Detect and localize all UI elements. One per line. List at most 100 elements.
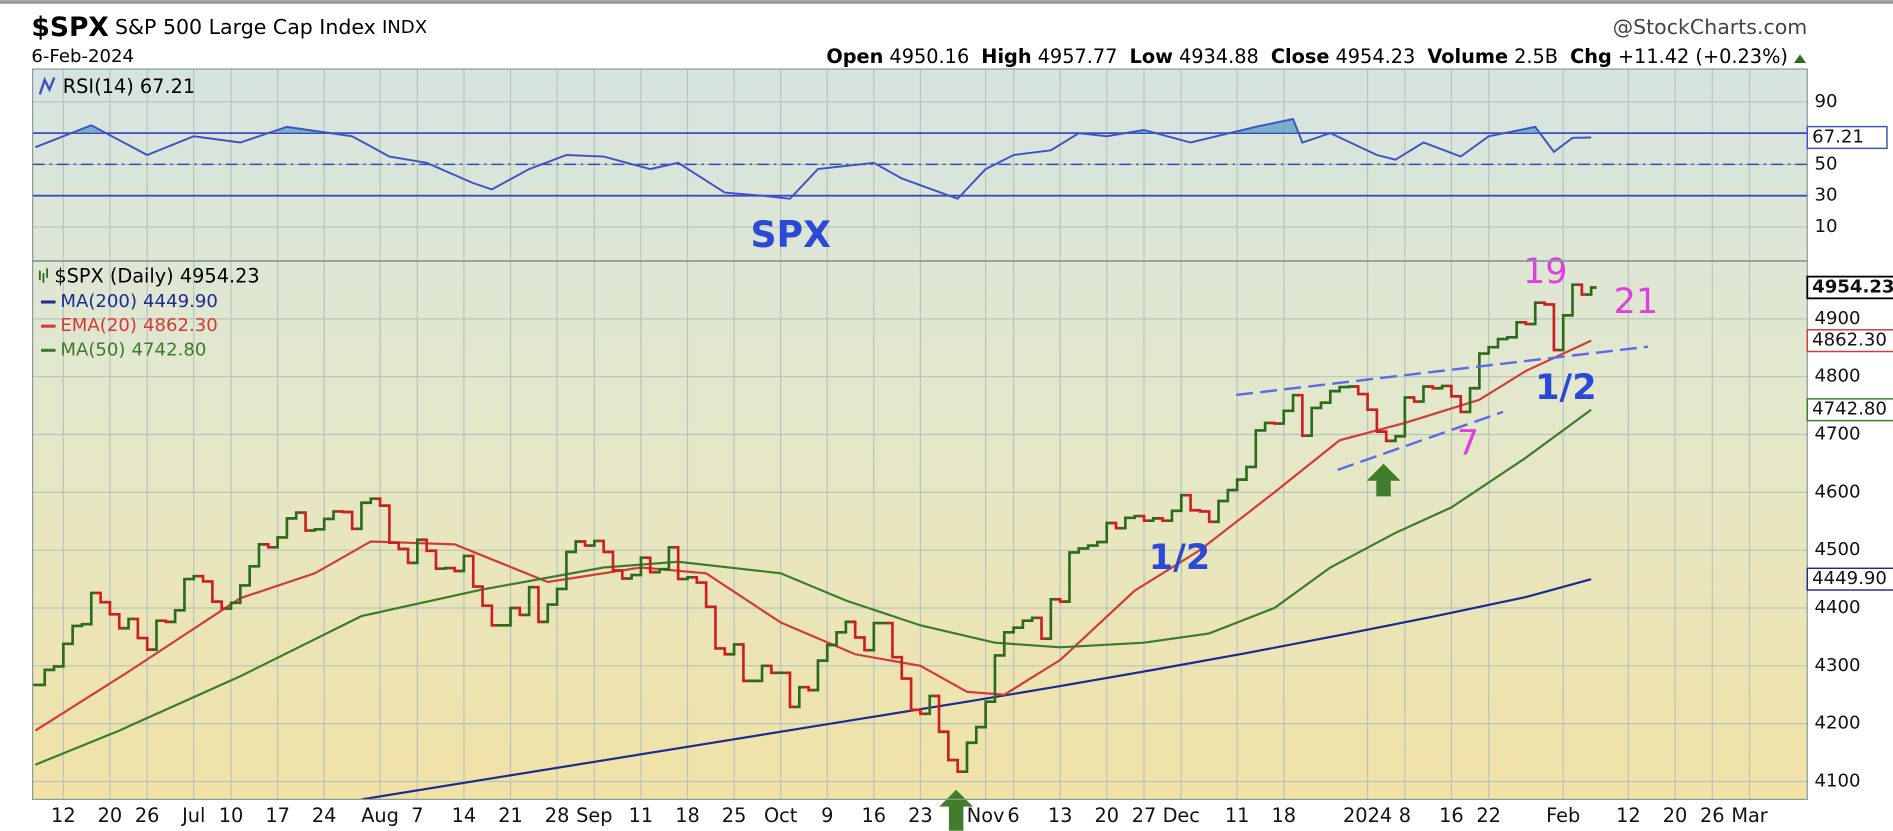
price-bar: [635, 556, 647, 577]
rsi-line: [35, 117, 1592, 200]
price-bar: [1548, 303, 1560, 352]
price-bar: [1353, 385, 1364, 396]
x-tick-label: 28: [545, 804, 570, 827]
x-tick-label: 25: [722, 804, 747, 827]
price-bar: [1576, 283, 1588, 296]
price-bar: [738, 643, 749, 683]
x-tick-label: 12: [51, 804, 76, 827]
x-tick-label: 11: [629, 804, 654, 827]
price-bar: [449, 566, 461, 573]
price-bar: [337, 510, 349, 514]
price-bar: [1381, 430, 1392, 443]
x-tick-label: 20: [1663, 804, 1688, 827]
price-bar: [1371, 408, 1383, 433]
price-bar: [254, 543, 265, 568]
legend-value: 4862.30: [143, 315, 218, 336]
quote-label: Close: [1271, 44, 1330, 67]
overbought-fill: [35, 119, 1592, 134]
price-bar: [533, 585, 545, 624]
price-bar: [729, 643, 740, 656]
price-bar: [1530, 301, 1541, 326]
moving-average: [361, 578, 1592, 800]
price-bar: [1362, 392, 1374, 411]
rsi-last: 67.21: [140, 75, 195, 98]
value-flag: [1806, 567, 1893, 591]
price-bar: [1129, 514, 1141, 520]
x-tick-label: 23: [908, 804, 933, 827]
price-bar: [915, 708, 926, 716]
price-bar: [645, 556, 656, 574]
legend-name: MA(200): [60, 291, 137, 312]
price-bar: [188, 574, 200, 581]
x-tick-label: 16: [862, 804, 887, 827]
price-bar: [1446, 384, 1457, 398]
quote-label: Low: [1130, 44, 1174, 67]
price-bar: [663, 545, 675, 571]
price-bar: [151, 619, 163, 651]
price-bar: [831, 630, 843, 647]
price-bar: [785, 671, 796, 709]
value-flag: [1806, 329, 1893, 353]
price-icon: [38, 268, 48, 283]
value-flag: [1806, 275, 1893, 300]
price-bar: [468, 554, 479, 588]
annotation: 1/2: [1149, 538, 1211, 578]
price-bar: [552, 587, 563, 606]
price-bar: [626, 573, 638, 580]
y-tick-label: 4300: [1815, 655, 1861, 676]
price-bar: [1232, 478, 1243, 492]
price-bar: [1334, 385, 1346, 393]
price-bar: [766, 664, 777, 675]
annotation: 21: [1614, 282, 1659, 322]
price-bar: [375, 497, 386, 507]
x-tick-label: 12: [1616, 804, 1641, 827]
value-flag-label: 67.21: [1812, 126, 1864, 147]
quote-value: +11.42 (+0.23%): [1618, 44, 1788, 67]
price-bar: [95, 591, 107, 604]
price-bar: [67, 624, 79, 646]
legend-entry: MA(200) 4449.90: [60, 291, 218, 312]
price-bar: [682, 576, 694, 581]
price-bar: [356, 501, 368, 531]
x-tick-label: 6: [1007, 804, 1019, 827]
price-bar: [971, 725, 982, 745]
price-bar: [207, 580, 218, 603]
price-bar: [123, 617, 135, 630]
price-bar: [1222, 488, 1234, 503]
legend-name: MA(50): [60, 339, 125, 360]
price-bar: [962, 741, 973, 773]
x-tick-label: 13: [1048, 804, 1073, 827]
x-tick-label: 17: [265, 804, 290, 827]
price-bar: [850, 620, 861, 639]
x-tick-label: 7: [411, 804, 423, 827]
price-bar: [980, 700, 992, 729]
price-bar: [160, 619, 172, 624]
legend-entry: EMA(20) 4862.30: [60, 315, 217, 336]
price-bar: [1343, 385, 1355, 389]
price-bar: [179, 577, 191, 612]
rsi-title: RSI(14): [63, 75, 134, 98]
price-bar: [803, 685, 815, 692]
price-bar: [1185, 493, 1197, 512]
price-bar: [58, 642, 69, 668]
price-bar: [1539, 301, 1551, 306]
price-bar: [1250, 429, 1262, 469]
moving-average: [34, 408, 1592, 766]
price-bar: [598, 539, 610, 554]
price-bar: [570, 540, 582, 554]
price-bar: [1586, 286, 1597, 296]
price-bar: [952, 758, 964, 773]
x-tick-label: 14: [452, 804, 477, 827]
date: 6-Feb-2024: [31, 46, 134, 67]
price-bar: [1316, 401, 1327, 410]
price-bar: [86, 591, 97, 626]
price-bar: [1288, 393, 1299, 413]
y-tick-label: 90: [1815, 91, 1838, 112]
price-bar: [1092, 540, 1103, 547]
price-legend: $SPX (Daily) 4954.23: [54, 264, 259, 287]
price-bar: [198, 574, 209, 583]
price-bar: [1390, 434, 1402, 443]
price-title: $SPX (Daily): [54, 264, 173, 287]
index-name: S&P 500 Large Cap Index: [115, 15, 376, 39]
price-bar: [263, 543, 274, 549]
